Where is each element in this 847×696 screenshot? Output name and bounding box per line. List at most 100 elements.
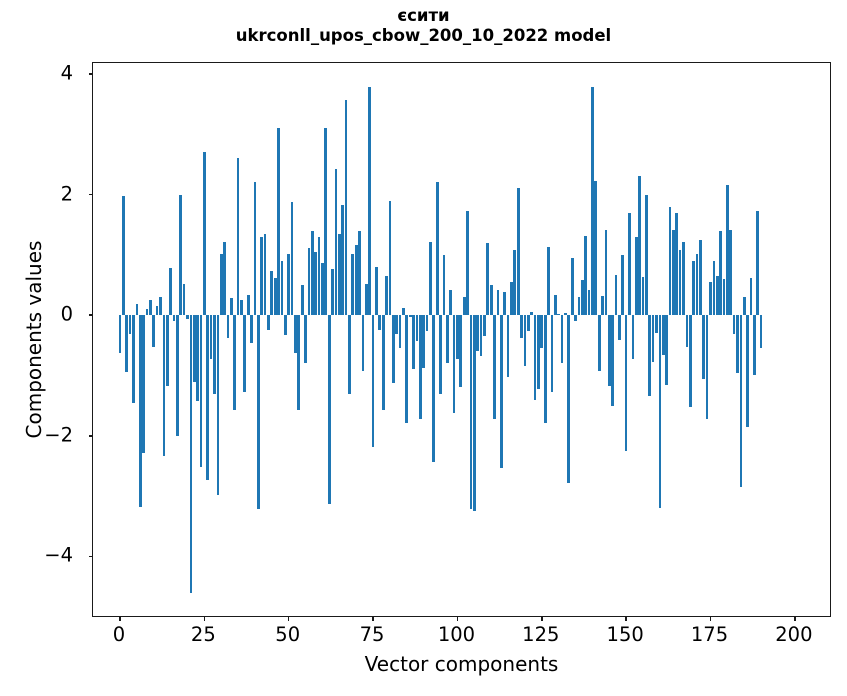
bar	[270, 271, 274, 316]
y-tick-label: 2	[60, 182, 73, 205]
bar	[219, 253, 223, 316]
bar	[216, 315, 220, 495]
bar	[533, 315, 537, 401]
bar	[256, 315, 260, 510]
bar	[510, 281, 513, 316]
bar	[729, 229, 733, 316]
bar	[290, 201, 294, 316]
bar	[567, 315, 571, 484]
bar	[594, 181, 598, 316]
bar	[756, 210, 760, 316]
bar	[688, 315, 692, 407]
y-tick-label: 4	[60, 61, 73, 85]
x-tick-label: 50	[275, 623, 301, 646]
bar	[243, 315, 247, 393]
bar	[712, 260, 716, 316]
bar	[466, 211, 469, 316]
bar	[722, 278, 726, 316]
x-tick-mark	[288, 616, 290, 621]
x-tick-label: 200	[775, 623, 813, 646]
bar	[456, 315, 459, 359]
bar	[624, 315, 628, 451]
y-tick-mark	[88, 314, 93, 316]
bar	[658, 315, 662, 509]
bar	[651, 315, 655, 362]
bar	[189, 315, 193, 594]
bar	[678, 250, 682, 316]
bar	[472, 315, 476, 512]
bar	[395, 315, 399, 334]
bar	[283, 315, 287, 336]
bar	[557, 313, 560, 316]
bar	[675, 212, 679, 316]
x-tick-mark	[456, 616, 459, 621]
bar	[297, 315, 301, 410]
bar	[230, 298, 233, 316]
bar	[361, 315, 365, 371]
bar	[132, 315, 135, 403]
bar	[435, 182, 439, 316]
bar	[152, 315, 156, 347]
bar	[186, 315, 189, 320]
bar	[138, 315, 142, 507]
bar	[162, 315, 166, 456]
bar	[499, 315, 503, 469]
x-tick-mark	[541, 616, 543, 621]
bar	[331, 268, 334, 316]
y-tick-mark	[88, 435, 93, 437]
bar	[250, 315, 253, 343]
x-tick-label: 150	[606, 623, 644, 646]
bar	[462, 297, 466, 316]
bar	[574, 315, 577, 322]
bar	[317, 237, 321, 316]
bar	[327, 315, 331, 504]
bar	[149, 300, 152, 316]
bar	[449, 289, 453, 316]
bar	[233, 315, 237, 410]
bar	[719, 230, 722, 316]
plot-axes	[88, 62, 831, 621]
bar	[715, 275, 719, 316]
bar-plot-area	[93, 63, 830, 616]
bar	[506, 315, 510, 377]
bar	[223, 241, 226, 316]
bar	[209, 315, 213, 359]
bar	[246, 295, 250, 316]
bar	[314, 251, 318, 316]
bar	[236, 158, 240, 316]
y-tick-mark	[88, 555, 93, 558]
x-tick-mark	[119, 616, 121, 621]
chart-title: єсити ukrconll_upos_cbow_200_10_2022 mod…	[0, 6, 847, 46]
bar	[759, 315, 763, 349]
bar	[341, 205, 345, 316]
bar	[540, 315, 544, 349]
bar	[385, 275, 388, 316]
bar	[591, 87, 594, 316]
bar	[553, 295, 557, 316]
bar	[476, 315, 480, 352]
bar	[402, 307, 405, 316]
y-tick-label: −4	[44, 543, 73, 567]
bar	[601, 295, 604, 316]
bar	[611, 315, 614, 406]
bar	[655, 315, 658, 334]
bar	[364, 283, 368, 316]
bar	[459, 315, 463, 387]
bar	[354, 245, 358, 316]
bar	[682, 242, 685, 316]
bar	[584, 235, 587, 316]
bar	[155, 306, 159, 316]
bar	[638, 176, 641, 316]
x-tick-label: 175	[690, 623, 729, 646]
bar	[665, 315, 668, 385]
bar	[418, 315, 422, 419]
bar	[604, 229, 608, 316]
bar	[523, 315, 527, 366]
bar	[439, 315, 442, 394]
bar	[520, 315, 523, 339]
bar	[442, 254, 446, 316]
bar	[145, 308, 149, 316]
bar	[607, 315, 611, 386]
bar	[587, 290, 591, 316]
